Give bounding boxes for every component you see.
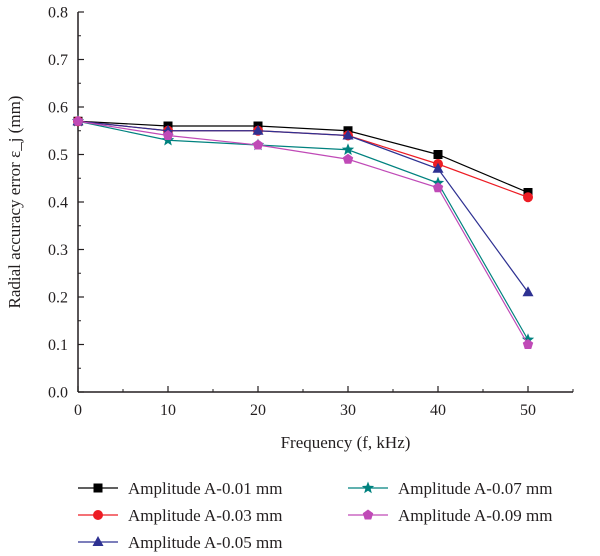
x-tick-label: 30 [340, 402, 356, 419]
legend-label: Amplitude A-0.07 mm [398, 479, 552, 498]
legend: Amplitude A-0.01 mm Amplitude A-0.03 mm Am… [78, 479, 552, 552]
legend-label: Amplitude A-0.03 mm [128, 506, 282, 525]
y-tick-label: 0.7 [48, 52, 68, 69]
plot-axes: 0.0 0.1 0.2 0.3 0.4 0.5 0.6 0.7 0.8 0 10 20 30 40 50 Fr… [5, 5, 574, 452]
marker-pentagon [342, 153, 354, 164]
marker-pentagon [522, 339, 534, 349]
series-line [77, 120, 529, 293]
marker-triangle [252, 124, 264, 135]
legend-item-2: Amplitude A-0.03 mm [78, 506, 282, 525]
legend-item-4: Amplitude A-0.07 mm [348, 479, 552, 498]
series-line [77, 120, 529, 345]
legend-item-1: Amplitude A-0.01 mm [78, 479, 282, 498]
series-2 [73, 116, 533, 203]
y-tick-label: 0.5 [48, 147, 68, 164]
y-tick-label: 0.8 [48, 5, 68, 22]
y-tick-label: 0.3 [48, 242, 68, 259]
series-3 [72, 115, 534, 297]
x-tick-label: 20 [250, 402, 266, 419]
marker-pentagon [162, 130, 174, 140]
marker-circle [93, 510, 103, 520]
marker-triangle [342, 129, 354, 140]
y-tick-label: 0.0 [48, 385, 68, 402]
marker-star [361, 481, 375, 494]
series-5 [72, 115, 534, 349]
y-tick-label: 0.1 [48, 337, 68, 354]
marker-triangle [92, 536, 104, 546]
marker-square [433, 150, 443, 159]
legend-item-3: Amplitude A-0.05 mm [78, 533, 282, 552]
marker-pentagon [72, 115, 84, 126]
x-tick-label: 40 [430, 402, 446, 419]
legend-label: Amplitude A-0.05 mm [128, 533, 282, 552]
y-tick-label: 0.2 [48, 290, 68, 307]
legend-label: Amplitude A-0.01 mm [128, 479, 282, 498]
x-tick-label: 10 [160, 402, 176, 419]
legend-label: Amplitude A-0.09 mm [398, 506, 552, 525]
marker-pentagon [252, 139, 264, 150]
series-layer [71, 114, 535, 349]
marker-triangle [432, 162, 444, 173]
marker-circle [523, 192, 533, 203]
x-axis-title: Frequency (f, kHz) [281, 433, 411, 452]
x-tick-label: 50 [520, 402, 536, 419]
marker-pentagon [432, 182, 444, 193]
series-line [77, 120, 529, 341]
y-tick-label: 0.6 [48, 100, 68, 117]
marker-triangle [522, 286, 534, 297]
legend-item-5: Amplitude A-0.09 mm [348, 506, 552, 525]
series-4 [71, 114, 535, 346]
y-tick-label: 0.4 [48, 195, 68, 212]
series-1 [73, 116, 533, 197]
series-line [77, 120, 529, 194]
marker-pentagon [362, 509, 374, 520]
marker-star [341, 143, 355, 156]
x-tick-label: 0 [74, 402, 82, 419]
y-axis-title: Radial accuracy error ε_j (mm) [5, 96, 24, 309]
marker-square [93, 483, 103, 493]
